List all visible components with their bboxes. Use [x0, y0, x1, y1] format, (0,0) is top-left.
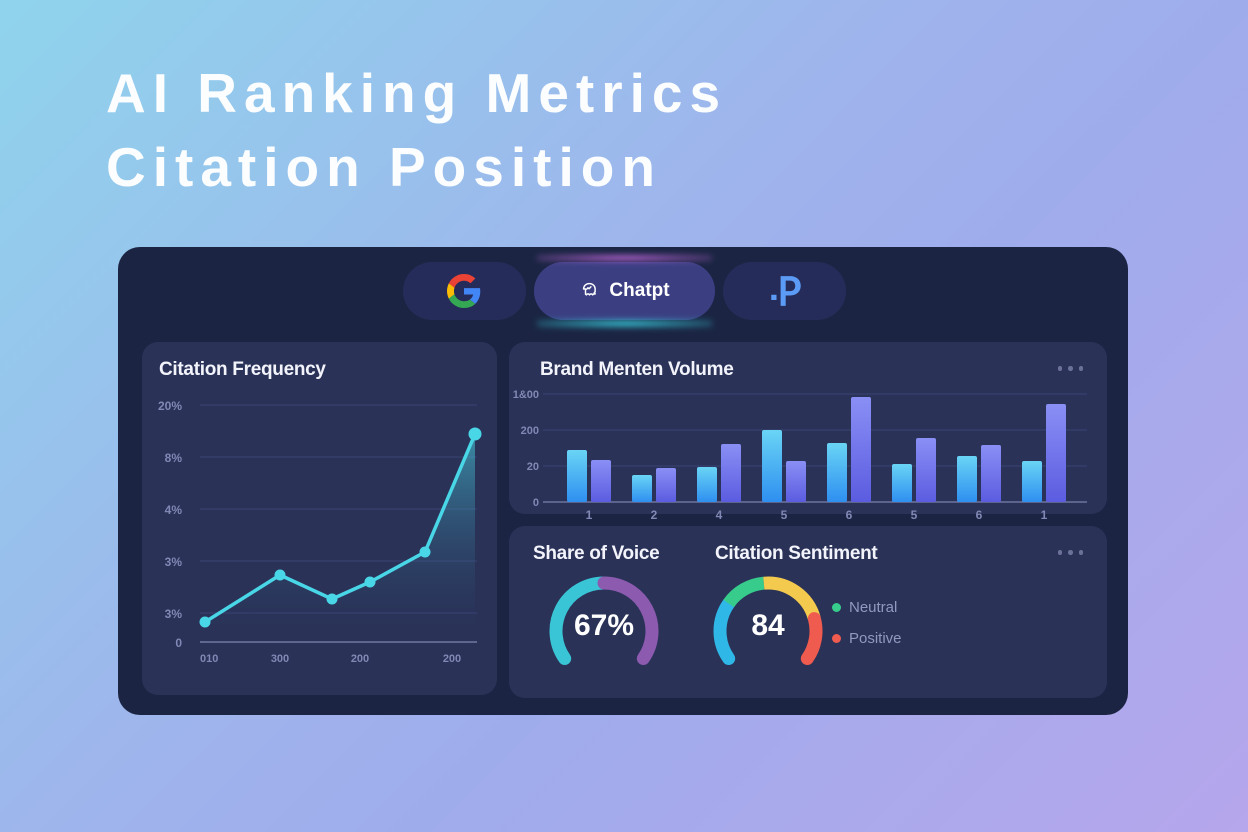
svg-text:200: 200	[351, 653, 369, 665]
svg-text:6: 6	[846, 508, 853, 522]
svg-text:1: 1	[586, 508, 593, 522]
svg-text:300: 300	[271, 653, 289, 665]
svg-text:3%: 3%	[165, 555, 183, 569]
svg-text:4%: 4%	[165, 503, 183, 517]
svg-text:2: 2	[651, 508, 658, 522]
svg-text:200: 200	[443, 653, 461, 665]
svg-text:8%: 8%	[165, 451, 183, 465]
svg-text:20%: 20%	[158, 399, 182, 413]
svg-text:0: 0	[175, 636, 182, 650]
svg-text:5: 5	[781, 508, 788, 522]
svg-text:5: 5	[911, 508, 918, 522]
svg-text:1&00: 1&00	[513, 389, 539, 401]
svg-text:20: 20	[527, 461, 539, 473]
svg-text:200: 200	[521, 425, 539, 437]
svg-text:1: 1	[1041, 508, 1048, 522]
svg-text:4: 4	[716, 508, 723, 522]
svg-text:0: 0	[533, 497, 539, 509]
svg-text:3%: 3%	[165, 607, 183, 621]
svg-text:010: 010	[200, 653, 218, 665]
svg-text:6: 6	[976, 508, 983, 522]
